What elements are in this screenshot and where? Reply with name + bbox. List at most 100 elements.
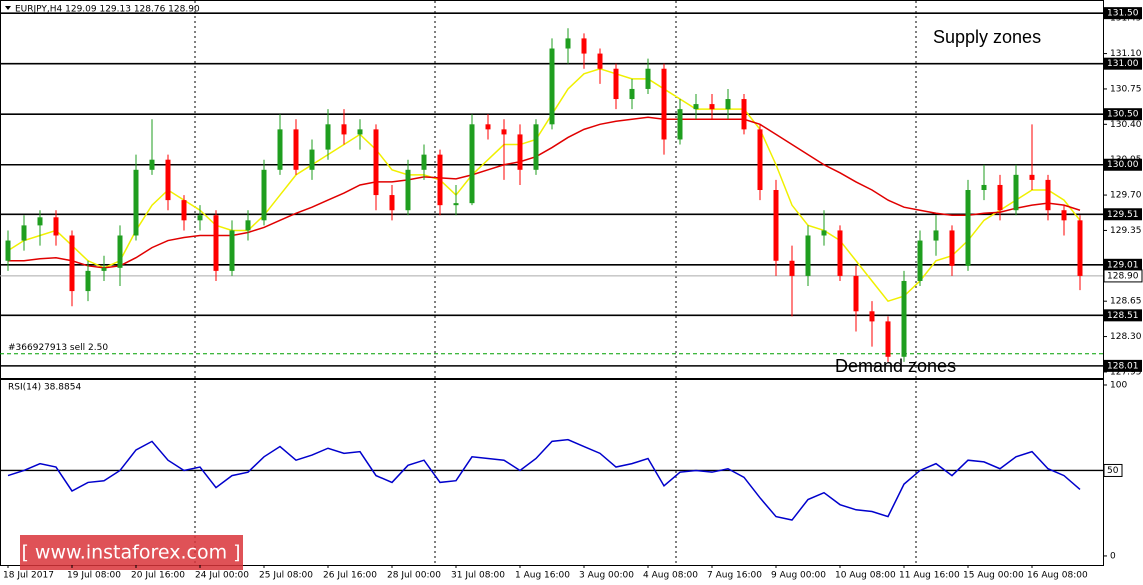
candle-body	[325, 124, 331, 150]
level-label-box	[1104, 309, 1142, 322]
candle-body	[197, 215, 203, 221]
candle-body	[965, 190, 971, 266]
x-tick-label: 9 Aug 00:00	[771, 571, 826, 581]
candle-body	[117, 235, 123, 268]
level-label: 129.01	[1107, 260, 1139, 270]
y-tick-label: 100	[1110, 380, 1127, 390]
candle-body	[997, 184, 1003, 211]
candle-body	[309, 149, 315, 170]
candle-body	[645, 68, 651, 89]
x-tick-label: 25 Jul 08:00	[259, 571, 313, 581]
level-label: 131.50	[1107, 9, 1139, 19]
candle-body	[773, 190, 779, 261]
x-tick-label: 20 Jul 16:00	[131, 571, 185, 581]
y-tick-label: 131.10	[1110, 49, 1142, 59]
annotation: Supply zones	[933, 27, 1041, 47]
candle-body	[1077, 220, 1083, 276]
candle-body	[581, 38, 587, 54]
level-label-box	[1104, 208, 1142, 221]
candle-body	[885, 321, 891, 357]
candle-body	[725, 99, 731, 110]
candle-body	[21, 225, 27, 241]
rsi-line	[7, 438, 1081, 521]
candle-body	[933, 230, 939, 241]
candle-body	[85, 270, 91, 292]
level-label-box	[1104, 158, 1142, 171]
candle-body	[901, 280, 907, 357]
y-tick-label: 129.35	[1110, 226, 1142, 236]
candle-body	[1061, 210, 1067, 221]
y-tick-label: 128.65	[1110, 297, 1142, 307]
price-panel	[0, 0, 1104, 379]
current-price-label: 128.90	[1107, 271, 1139, 281]
candle-body	[69, 235, 75, 292]
y-tick-label: 128.30	[1110, 332, 1142, 342]
x-tick-label: 19 Jul 08:00	[67, 571, 121, 581]
y-tick-label: 129.70	[1110, 191, 1142, 201]
x-tick-label: 31 Jul 08:00	[451, 571, 505, 581]
candle-body	[869, 311, 875, 322]
level-label-box	[1104, 258, 1142, 271]
x-tick-label: 4 Aug 08:00	[643, 571, 698, 581]
candle-body	[229, 230, 235, 271]
candle-body	[789, 260, 795, 276]
x-tick-label: 1 Aug 16:00	[515, 571, 570, 581]
candle-body	[165, 159, 171, 201]
candle-body	[213, 215, 219, 271]
candle-body	[181, 200, 187, 221]
candle-body	[517, 134, 523, 170]
candle-body	[389, 195, 395, 211]
x-tick-label: 18 Jul 2017	[3, 571, 54, 581]
candle-body	[373, 129, 379, 196]
level-label: 129.51	[1107, 210, 1139, 220]
candle-body	[341, 124, 347, 135]
candle-body	[421, 154, 427, 170]
candle-body	[629, 88, 635, 100]
candle-body	[261, 169, 267, 221]
candle-body	[245, 220, 251, 231]
y-tick-label: 130.75	[1110, 84, 1142, 94]
plot-layer: 131.45131.10130.75130.40130.05129.70129.…	[0, 7, 1143, 581]
candle-body	[949, 230, 955, 266]
x-tick-label: 3 Aug 00:00	[579, 571, 634, 581]
level-label: 128.51	[1107, 311, 1139, 321]
order-label: #366927913 sell 2.50	[8, 343, 108, 353]
x-tick-label: 11 Aug 16:00	[899, 571, 960, 581]
candle-body	[917, 240, 923, 281]
moving-average	[8, 116, 1081, 269]
rsi-level-box	[1103, 463, 1123, 477]
x-tick-label: 24 Jul 00:00	[195, 571, 249, 581]
candle-body	[437, 154, 443, 206]
x-tick-label: 26 Jul 16:00	[323, 571, 377, 581]
candle-body	[805, 235, 811, 276]
candle-body	[661, 68, 667, 140]
candle-body	[741, 99, 747, 130]
x-tick-label: 10 Aug 08:00	[835, 571, 896, 581]
candle-body	[613, 68, 619, 100]
candle-body	[149, 159, 155, 170]
candle-body	[357, 129, 363, 135]
level-label: 131.00	[1107, 59, 1139, 69]
candle-body	[837, 230, 843, 276]
level-label: 130.50	[1107, 110, 1139, 120]
y-tick-label: 0	[1110, 551, 1116, 561]
level-label: 130.00	[1107, 160, 1139, 170]
candle-body	[1029, 174, 1035, 180]
level-label-box	[1104, 57, 1142, 70]
candle-body	[597, 53, 603, 69]
title-icon	[5, 6, 11, 10]
candle-body	[501, 129, 507, 135]
candle-body	[469, 124, 475, 204]
candle-body	[853, 275, 859, 312]
candle-body	[101, 267, 107, 271]
watermark: [ www.instaforex.com ]	[21, 542, 240, 564]
candle-body	[821, 230, 827, 236]
candle-body	[565, 38, 571, 49]
candle-body	[533, 124, 539, 170]
x-tick-label: 28 Jul 00:00	[387, 571, 441, 581]
candle-body	[485, 124, 491, 130]
candle-body	[757, 129, 763, 191]
candle-body	[405, 169, 411, 211]
x-tick-label: 7 Aug 16:00	[707, 571, 762, 581]
